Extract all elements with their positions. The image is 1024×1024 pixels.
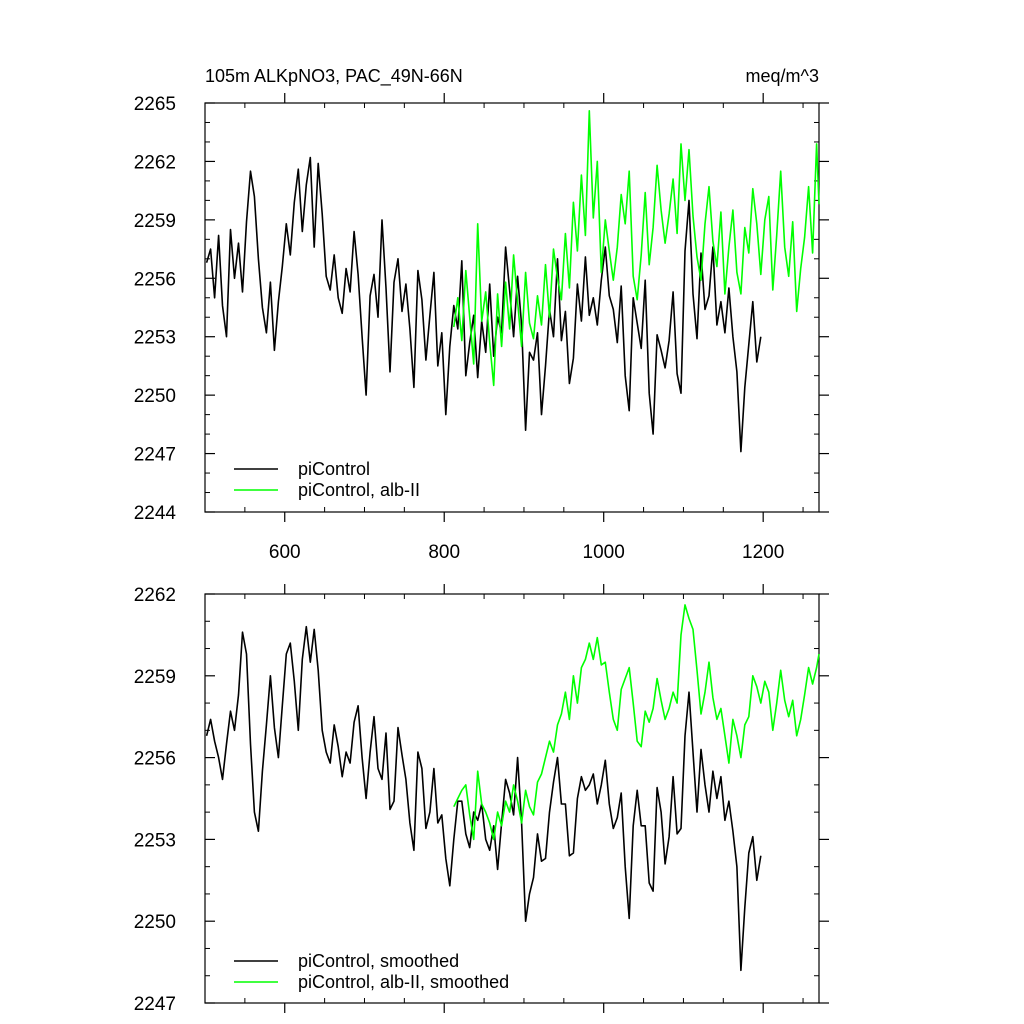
series-line-picontrol-smoothed bbox=[205, 625, 762, 972]
y-tick-label: 2250 bbox=[134, 912, 176, 933]
top-legend: piControl piControl, alb-II bbox=[234, 459, 420, 500]
y-tick-label: 2253 bbox=[134, 830, 176, 851]
y-tick-label: 2265 bbox=[134, 94, 176, 115]
top-axis-ticks: 600 800 1000 1200 2244 2247 2250 2253 2256 2259 22… bbox=[134, 93, 829, 563]
y-tick-label: 2256 bbox=[134, 749, 176, 770]
y-tick-label: 2262 bbox=[134, 152, 176, 173]
x-tick-label: 1000 bbox=[583, 542, 625, 563]
legend-label-picontrol-alb: piControl, alb-II bbox=[298, 480, 420, 500]
top-panel: 105m ALKpNO3, PAC_49N-66N meq/m^3 600 800… bbox=[134, 66, 829, 563]
y-tick-label: 2259 bbox=[134, 667, 176, 688]
x-tick-label: 1200 bbox=[742, 542, 784, 563]
series-line-picontrol-alb-ii bbox=[453, 110, 820, 387]
series-line-picontrol bbox=[205, 156, 762, 453]
bottom-axis-ticks: 2247 2250 2253 2256 2259 2262 bbox=[134, 584, 829, 1015]
series-line-picontrol-alb-ii-smoothed bbox=[453, 604, 820, 841]
y-tick-label: 2250 bbox=[134, 386, 176, 407]
bottom-plot-frame bbox=[204, 593, 820, 1004]
top-panel-units: meq/m^3 bbox=[746, 66, 819, 86]
y-tick-label: 2262 bbox=[134, 585, 176, 606]
x-tick-label: 600 bbox=[269, 542, 301, 563]
y-tick-label: 2247 bbox=[134, 445, 176, 466]
legend-label-picontrol-smoothed: piControl, smoothed bbox=[298, 951, 459, 971]
bottom-legend: piControl, smoothed piControl, alb-II, s… bbox=[234, 951, 509, 992]
top-plot-frame bbox=[204, 102, 820, 513]
y-tick-label: 2259 bbox=[134, 211, 176, 232]
legend-label-picontrol-alb-smoothed: piControl, alb-II, smoothed bbox=[298, 972, 509, 992]
y-tick-label: 2244 bbox=[134, 503, 177, 524]
bottom-panel: 2247 2250 2253 2256 2259 2262 piControl, smoo… bbox=[134, 584, 829, 1015]
top-series-lines bbox=[205, 110, 820, 453]
legend-label-picontrol: piControl bbox=[298, 459, 370, 479]
y-tick-label: 2247 bbox=[134, 994, 176, 1015]
x-tick-label: 800 bbox=[428, 542, 460, 563]
y-tick-label: 2256 bbox=[134, 269, 176, 290]
bottom-series-lines bbox=[205, 604, 820, 972]
top-panel-title: 105m ALKpNO3, PAC_49N-66N bbox=[205, 66, 463, 87]
y-tick-label: 2253 bbox=[134, 328, 176, 349]
